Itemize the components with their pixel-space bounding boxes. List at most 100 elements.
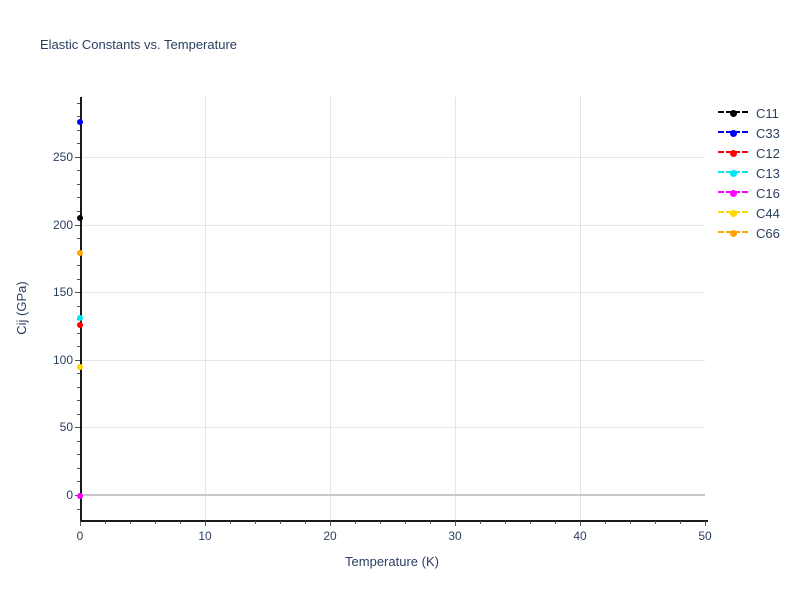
y-minor-tick	[77, 129, 80, 131]
data-point-C66	[77, 249, 83, 256]
y-tick-label: 250	[52, 149, 73, 164]
legend-item-C12[interactable]: C12	[718, 143, 780, 163]
y-minor-tick	[77, 238, 80, 240]
y-minor-tick	[77, 265, 80, 267]
y-minor-tick	[77, 278, 80, 280]
y-minor-tick	[77, 386, 80, 388]
x-minor-tick	[155, 521, 156, 524]
x-minor-tick	[180, 521, 181, 524]
x-minor-tick	[480, 521, 481, 524]
gridline-vertical	[455, 97, 456, 520]
x-minor-tick	[430, 521, 431, 524]
y-minor-tick	[77, 102, 80, 104]
y-major-tick	[75, 156, 80, 158]
legend-item-C16[interactable]: C16	[718, 183, 780, 203]
x-minor-tick	[255, 521, 256, 524]
legend-marker-dot	[729, 209, 737, 217]
x-minor-tick	[655, 521, 656, 524]
y-minor-tick	[77, 467, 80, 469]
y-tick-label: 50	[59, 420, 73, 435]
legend-line-sample	[718, 148, 748, 158]
x-minor-tick	[230, 521, 231, 524]
x-major-tick	[330, 521, 331, 526]
x-major-tick	[205, 521, 206, 526]
gridline-horizontal	[80, 359, 705, 361]
y-major-tick	[75, 292, 80, 294]
legend-marker-dot	[729, 189, 737, 197]
legend-label: C12	[756, 145, 780, 161]
gridline-horizontal	[80, 156, 705, 158]
y-minor-tick	[77, 346, 80, 348]
x-minor-tick	[680, 521, 681, 524]
x-axis-spine	[80, 520, 708, 522]
legend-item-C11[interactable]: C11	[718, 103, 780, 123]
legend-line-sample	[718, 108, 748, 118]
x-tick-label: 30	[448, 529, 462, 543]
x-major-tick	[455, 521, 456, 526]
zero-gridline	[80, 493, 705, 496]
x-tick-label: 0	[76, 529, 84, 543]
y-major-tick	[75, 359, 80, 361]
y-major-tick	[75, 224, 80, 226]
legend-line-sample	[718, 128, 748, 138]
x-minor-tick	[605, 521, 606, 524]
legend-marker-dot	[729, 109, 737, 117]
y-minor-tick	[77, 305, 80, 307]
y-minor-tick	[77, 143, 80, 145]
x-minor-tick	[630, 521, 631, 524]
legend-item-C44[interactable]: C44	[718, 203, 780, 223]
data-point-C11	[77, 214, 83, 221]
legend-marker-dot	[729, 149, 737, 157]
x-minor-tick	[505, 521, 506, 524]
y-minor-tick	[77, 332, 80, 334]
legend-item-C13[interactable]: C13	[718, 163, 780, 183]
y-minor-tick	[77, 454, 80, 456]
x-minor-tick	[105, 521, 106, 524]
x-minor-tick	[355, 521, 356, 524]
x-minor-tick	[555, 521, 556, 524]
x-minor-tick	[405, 521, 406, 524]
legend-line-sample	[718, 208, 748, 218]
gridline-horizontal	[80, 224, 705, 226]
x-tick-label: 40	[573, 529, 587, 543]
y-minor-tick	[77, 183, 80, 185]
legend-item-C33[interactable]: C33	[718, 123, 780, 143]
legend-marker-dot	[729, 129, 737, 137]
data-point-C33	[77, 118, 83, 125]
legend-label: C16	[756, 185, 780, 201]
gridline-vertical	[330, 97, 331, 520]
x-tick-label: 10	[198, 529, 212, 543]
gridline-vertical	[205, 97, 206, 520]
data-point-C44	[77, 363, 83, 370]
x-minor-tick	[130, 521, 131, 524]
x-tick-label: 20	[323, 529, 337, 543]
legend-label: C33	[756, 125, 780, 141]
y-tick-label: 200	[52, 217, 73, 232]
x-minor-tick	[530, 521, 531, 524]
data-point-C12	[77, 321, 83, 328]
legend-line-sample	[718, 168, 748, 178]
y-tick-label: 100	[52, 352, 73, 367]
y-minor-tick	[77, 170, 80, 172]
legend-line-sample	[718, 188, 748, 198]
x-major-tick	[80, 521, 81, 526]
legend-label: C11	[756, 105, 779, 121]
y-axis-spine	[80, 97, 82, 520]
y-minor-tick	[77, 400, 80, 402]
x-axis-label: Temperature (K)	[345, 554, 439, 569]
x-major-tick	[580, 521, 581, 526]
legend-item-C66[interactable]: C66	[718, 223, 780, 243]
gridline-horizontal	[80, 427, 705, 429]
x-minor-tick	[280, 521, 281, 524]
legend: C11 C33 C12 C13 C16 C44 C66	[718, 103, 780, 243]
y-minor-tick	[77, 481, 80, 483]
chart-title: Elastic Constants vs. Temperature	[40, 37, 238, 52]
legend-marker-dot	[729, 169, 737, 177]
legend-label: C66	[756, 225, 780, 241]
y-tick-label: 150	[52, 285, 73, 300]
x-tick-label: 50	[698, 529, 712, 543]
y-minor-tick	[77, 197, 80, 199]
x-major-tick	[705, 521, 706, 526]
y-axis-label: Cij (GPa)	[14, 281, 29, 335]
